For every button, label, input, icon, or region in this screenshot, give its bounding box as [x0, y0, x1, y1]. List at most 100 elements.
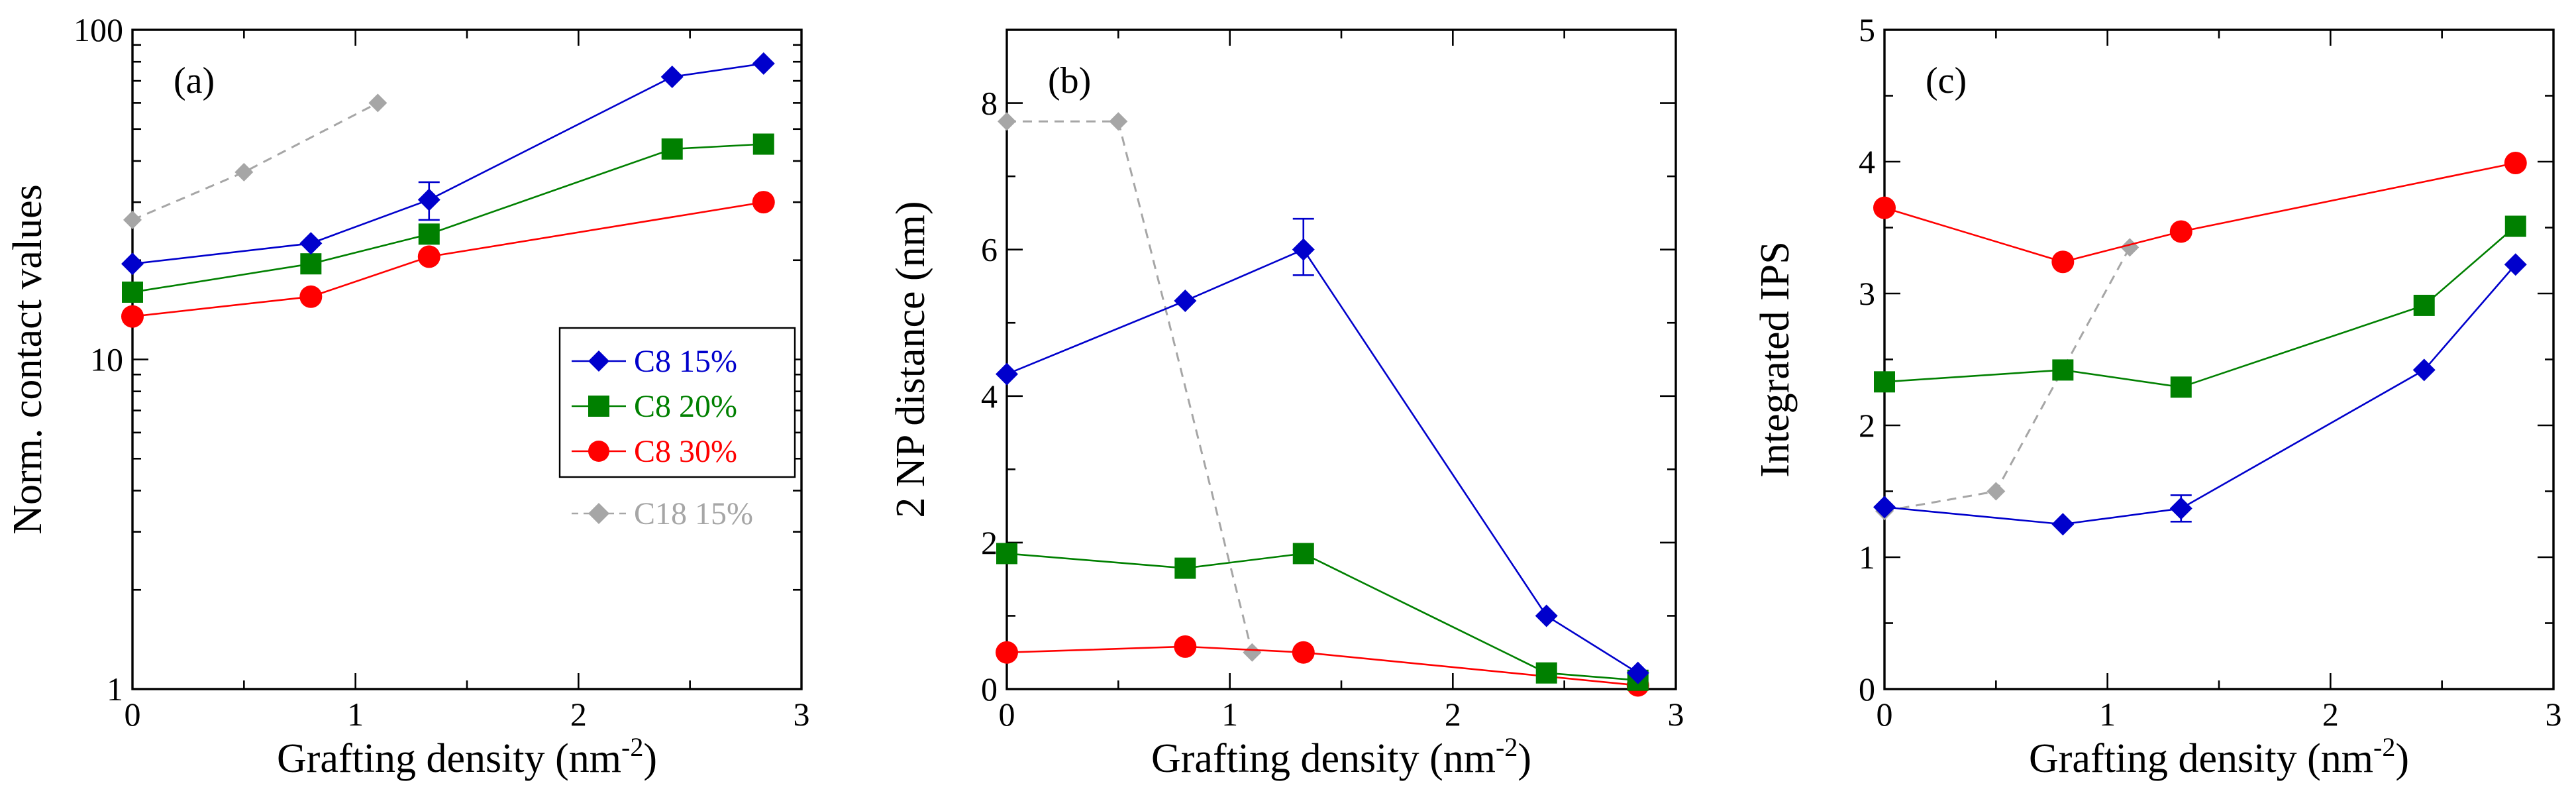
y-tick-label: 3	[1859, 275, 1875, 312]
data-point	[1292, 238, 1315, 261]
y-tick-label: 5	[1859, 11, 1875, 48]
x-tick-label: 0	[1877, 696, 1893, 733]
x-axis-title-sup: -2	[621, 732, 643, 762]
x-axis-title-tail: )	[2395, 736, 2409, 781]
data-point	[1986, 482, 2006, 501]
y-tick-label: 0	[1859, 671, 1875, 708]
legend-item: C8 15%	[572, 344, 737, 379]
x-axis-title-main: Grafting density (nm	[1151, 736, 1496, 781]
data-point	[2412, 358, 2436, 382]
series-c8-15	[1873, 253, 2527, 536]
y-axis-title: Integrated IPS	[1753, 241, 1798, 477]
x-tick-label: 3	[1668, 696, 1684, 733]
legend-marker	[588, 396, 609, 417]
chart-panel-3: 0 1 2 3 0 1 2 3 4 5 Grafting density (nm-2) Integra…	[1753, 11, 2562, 781]
data-point	[1174, 635, 1197, 658]
x-tick-label: 2	[2322, 696, 2339, 733]
data-point	[300, 253, 322, 275]
data-point	[2169, 497, 2192, 520]
data-point	[752, 52, 775, 75]
legend-label: C8 15%	[634, 344, 737, 379]
legend-label: C8 20%	[634, 389, 737, 424]
data-point	[2504, 253, 2527, 276]
legend-marker	[588, 441, 609, 462]
x-tick-label: 2	[570, 696, 587, 733]
data-point	[2413, 294, 2435, 316]
x-axis-title: Grafting density (nm-2)	[2029, 732, 2409, 781]
x-tick-label: 2	[1445, 696, 1461, 733]
series-c18-15	[998, 112, 1262, 662]
series-line	[132, 62, 764, 265]
x-tick-label: 1	[1221, 696, 1238, 733]
data-point	[2120, 238, 2139, 257]
data-point	[1535, 662, 1557, 684]
series-line	[1007, 120, 1253, 653]
data-point	[996, 362, 1018, 386]
data-point	[418, 223, 440, 245]
data-point	[121, 252, 144, 276]
series-c8-15	[996, 217, 1649, 684]
data-point	[1174, 557, 1196, 579]
data-point	[417, 188, 440, 211]
data-point	[2052, 359, 2074, 381]
x-tick-label: 3	[2546, 696, 2562, 733]
plot-frame	[1005, 28, 1677, 690]
data-point	[998, 112, 1016, 131]
y-tick-label: 1	[107, 671, 123, 708]
data-point	[996, 543, 1017, 565]
x-axis-title-main: Grafting density (nm	[277, 736, 621, 781]
data-point	[234, 162, 254, 182]
series-line	[132, 102, 379, 221]
data-point	[1174, 290, 1197, 313]
series-line	[132, 201, 764, 317]
x-axis-title: Grafting density (nm-2)	[277, 732, 657, 781]
legend-marker	[588, 350, 609, 372]
data-point	[1873, 196, 1896, 219]
legend: C8 15% C8 20% C8 30% C18 15%	[558, 327, 796, 531]
x-axis-title-sup: -2	[1496, 732, 1518, 762]
y-tick-label: 0	[981, 671, 998, 708]
data-point	[121, 305, 144, 328]
y-axis-title: Norm. contact values	[5, 184, 50, 535]
y-tick-label: 100	[74, 11, 123, 48]
x-tick-label: 0	[125, 696, 141, 733]
legend-item: C8 30%	[572, 434, 737, 469]
data-point	[417, 245, 440, 268]
data-point	[2504, 151, 2527, 174]
chart-panel-2: 0 1 2 3 0 2 4 6 8 Grafting density (nm-2) 2 NP dis…	[888, 28, 1684, 781]
x-axis-title-main: Grafting density (nm	[2029, 736, 2373, 781]
data-point	[123, 210, 142, 229]
data-point	[1292, 641, 1315, 664]
series-c8-30	[1873, 151, 2527, 274]
x-axis-title-sup: -2	[2373, 732, 2395, 762]
data-point	[299, 232, 323, 255]
series-c18-15	[123, 93, 387, 229]
data-point	[661, 138, 683, 160]
data-point	[2169, 220, 2192, 243]
data-point	[1535, 604, 1558, 627]
series-line	[1006, 645, 1638, 686]
y-tick-label: 1	[1859, 539, 1875, 576]
y-tick-label: 8	[981, 85, 998, 122]
x-tick-label: 0	[999, 696, 1015, 733]
series-c8-20	[122, 133, 774, 303]
panel-label: (b)	[1048, 60, 1091, 101]
data-point	[1243, 643, 1262, 662]
panel-label: (c)	[1926, 60, 1967, 101]
series-c8-20	[1874, 215, 2526, 398]
series-c8-30	[121, 191, 775, 328]
data-point	[752, 133, 774, 155]
data-point	[1873, 496, 1896, 519]
data-point	[996, 641, 1018, 664]
data-point	[1109, 112, 1128, 131]
data-point	[2051, 513, 2075, 536]
y-axis-title: 2 NP distance (nm)	[888, 201, 933, 517]
x-tick-label: 1	[347, 696, 364, 733]
y-tick-label: 4	[1859, 143, 1875, 180]
y-tick-label: 10	[90, 341, 123, 378]
y-tick-label: 2	[1859, 407, 1875, 444]
data-point	[1292, 543, 1314, 565]
legend-label: C18 15%	[634, 496, 753, 531]
